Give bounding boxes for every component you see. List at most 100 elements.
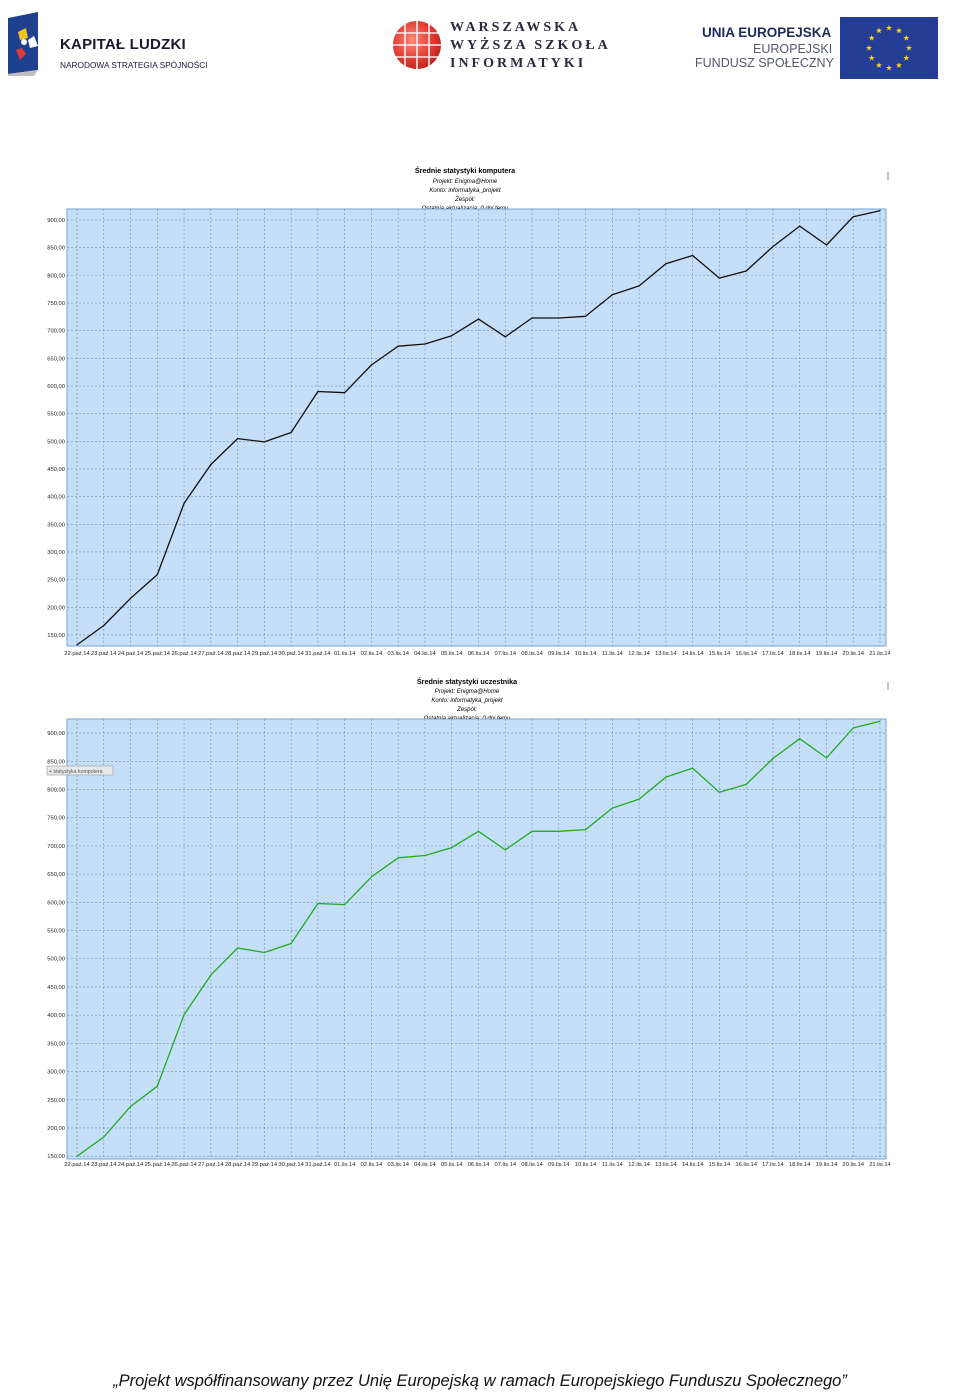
data-point bbox=[397, 857, 399, 859]
y-tick-label: 700,00 bbox=[47, 329, 65, 335]
x-tick-label: 20.lis.14 bbox=[842, 1162, 864, 1168]
data-point bbox=[317, 902, 319, 905]
chart-info-line: Zespół: bbox=[456, 707, 477, 713]
data-point bbox=[210, 463, 212, 466]
kapital-ludzki-logo: KAPITAŁ LUDZKI NARODOWA STRATEGIA SPÓJNO… bbox=[4, 10, 208, 76]
data-point bbox=[852, 727, 854, 729]
y-tick-label: 450,00 bbox=[47, 985, 65, 991]
y-tick-label: 400,00 bbox=[47, 495, 65, 501]
x-tick-label: 19.lis.14 bbox=[816, 651, 838, 657]
data-point bbox=[852, 216, 854, 218]
x-tick-label: 12.lis.14 bbox=[628, 651, 650, 657]
y-tick-label: 300,00 bbox=[47, 1070, 65, 1076]
x-tick-label: 08.lis.14 bbox=[521, 651, 543, 657]
data-point bbox=[103, 624, 105, 627]
x-tick-label: 26.paź.14 bbox=[171, 651, 197, 657]
x-tick-label: 20.lis.14 bbox=[842, 651, 864, 657]
data-point bbox=[183, 1013, 185, 1016]
data-point bbox=[558, 830, 560, 832]
eu-star-icon bbox=[895, 62, 903, 68]
eu-star-icon bbox=[875, 27, 883, 34]
data-point bbox=[692, 767, 694, 769]
x-tick-label: 09.lis.14 bbox=[548, 651, 570, 657]
data-point bbox=[263, 951, 265, 954]
data-point bbox=[477, 830, 480, 832]
data-point bbox=[103, 1136, 105, 1138]
y-tick-label: 300,00 bbox=[47, 550, 65, 556]
eu-star-icon bbox=[868, 34, 875, 41]
x-tick-label: 29.paź.14 bbox=[252, 651, 278, 657]
x-tick-label: 01.lis.14 bbox=[334, 1162, 356, 1168]
x-tick-label: 16.lis.14 bbox=[735, 651, 757, 657]
x-tick-label: 05.lis.14 bbox=[441, 651, 463, 657]
x-tick-label: 22.paź.14 bbox=[64, 651, 90, 657]
y-tick-label: 150,00 bbox=[47, 1154, 65, 1160]
x-tick-label: 31.paź.14 bbox=[305, 651, 331, 657]
data-point bbox=[76, 644, 78, 646]
data-point bbox=[799, 738, 801, 740]
wwsi-emblem-icon bbox=[393, 21, 441, 69]
x-tick-label: 06.lis.14 bbox=[468, 1162, 490, 1168]
eu-star-icon bbox=[868, 54, 875, 61]
data-point bbox=[504, 336, 506, 338]
x-tick-label: 30.paź.14 bbox=[278, 651, 304, 657]
eu-star-icon bbox=[895, 27, 903, 34]
x-tick-label: 13.lis.14 bbox=[655, 651, 677, 657]
eu-star-icon bbox=[905, 44, 913, 51]
plot-area bbox=[66, 718, 887, 1160]
chart-info-line: Projekt: Enigma@Home bbox=[433, 179, 498, 185]
x-tick-label: 10.lis.14 bbox=[575, 1162, 597, 1168]
wwsi-line-3: INFORMATYKI bbox=[450, 56, 587, 71]
data-point bbox=[772, 246, 774, 248]
x-tick-label: 03.lis.14 bbox=[387, 651, 409, 657]
eu-star-icon bbox=[903, 54, 910, 61]
y-tick-label: 350,00 bbox=[47, 522, 65, 528]
x-tick-label: 10.lis.14 bbox=[575, 651, 597, 657]
data-point bbox=[504, 849, 506, 851]
data-point bbox=[129, 597, 132, 600]
kapital-ludzki-emblem-icon bbox=[4, 10, 48, 76]
data-point bbox=[745, 783, 747, 786]
data-point bbox=[129, 1105, 132, 1108]
data-point bbox=[370, 876, 373, 878]
data-point bbox=[772, 757, 774, 760]
eu-flag-icon bbox=[840, 17, 938, 79]
x-tick-label: 31.paź.14 bbox=[305, 1162, 331, 1168]
wwsi-line-2: WYŻSZA SZKOŁA bbox=[450, 38, 611, 53]
x-tick-label: 08.lis.14 bbox=[521, 1162, 543, 1168]
eu-star-icon bbox=[885, 24, 893, 31]
x-tick-label: 23.paź.14 bbox=[91, 1162, 117, 1168]
chart-tooltip: + statystyka komputera bbox=[46, 765, 114, 776]
data-point bbox=[879, 210, 881, 212]
x-tick-label: 11.lis.14 bbox=[602, 1162, 624, 1168]
data-point bbox=[665, 776, 667, 778]
data-point bbox=[611, 807, 613, 809]
x-tick-label: 17.lis.14 bbox=[762, 1162, 784, 1168]
chart-panel-computer: Średnie statystyki komputera Projekt: En… bbox=[46, 156, 890, 662]
x-tick-label: 02.lis.14 bbox=[361, 1162, 383, 1168]
x-tick-label: 02.lis.14 bbox=[361, 651, 383, 657]
x-tick-label: 15.lis.14 bbox=[709, 651, 731, 657]
y-tick-label: 150,00 bbox=[47, 633, 65, 639]
x-tick-label: 07.lis.14 bbox=[494, 1162, 516, 1168]
data-point bbox=[799, 225, 801, 227]
y-tick-label: 450,00 bbox=[47, 467, 65, 473]
x-tick-label: 24.paź.14 bbox=[118, 651, 144, 657]
x-tick-label: 13.lis.14 bbox=[655, 1162, 677, 1168]
x-tick-label: 21.lis.14 bbox=[869, 651, 890, 657]
data-point bbox=[370, 364, 373, 366]
data-point bbox=[638, 798, 640, 800]
x-tick-label: 15.lis.14 bbox=[709, 1162, 731, 1168]
x-tick-label: 03.lis.14 bbox=[387, 1162, 409, 1168]
x-tick-label: 21.lis.14 bbox=[869, 1162, 890, 1168]
data-point bbox=[638, 285, 640, 287]
data-point bbox=[317, 390, 319, 393]
eu-star-icon bbox=[903, 34, 910, 41]
data-point bbox=[477, 318, 480, 320]
y-tick-label: 650,00 bbox=[47, 872, 65, 878]
data-point bbox=[344, 392, 346, 394]
chart-panel-participant: Średnie statystyki uczestnika Projekt: E… bbox=[46, 672, 890, 1172]
chart-info-line: Konto: informatyka_projekt bbox=[431, 698, 503, 704]
kapital-ludzki-subtitle: NARODOWA STRATEGIA SPÓJNOŚCI bbox=[60, 60, 208, 70]
y-tick-label: 900,00 bbox=[47, 731, 65, 737]
